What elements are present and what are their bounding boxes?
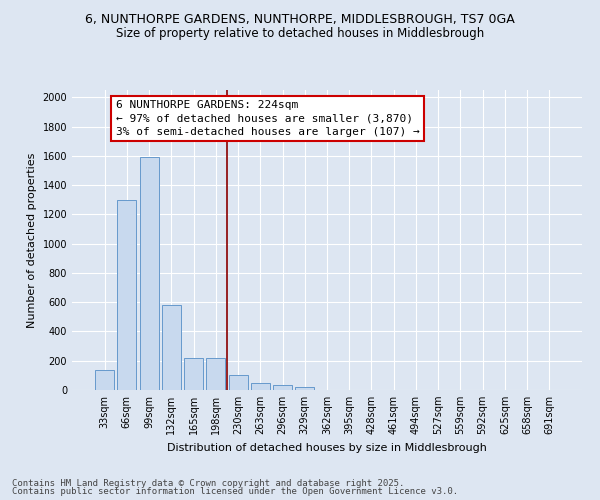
Bar [184,358,203,390]
Bar [95,370,114,390]
Bar [229,376,248,390]
Bar [140,158,158,390]
Text: 6 NUNTHORPE GARDENS: 224sqm
← 97% of detached houses are smaller (3,870)
3% of s: 6 NUNTHORPE GARDENS: 224sqm ← 97% of det… [116,100,419,136]
Bar [206,358,225,390]
Text: Contains HM Land Registry data © Crown copyright and database right 2025.: Contains HM Land Registry data © Crown c… [12,478,404,488]
Text: 6, NUNTHORPE GARDENS, NUNTHORPE, MIDDLESBROUGH, TS7 0GA: 6, NUNTHORPE GARDENS, NUNTHORPE, MIDDLES… [85,12,515,26]
Bar [273,385,292,390]
X-axis label: Distribution of detached houses by size in Middlesbrough: Distribution of detached houses by size … [167,442,487,452]
Text: Contains public sector information licensed under the Open Government Licence v3: Contains public sector information licen… [12,487,458,496]
Bar [162,305,181,390]
Bar [295,387,314,390]
Bar [118,200,136,390]
Text: Size of property relative to detached houses in Middlesbrough: Size of property relative to detached ho… [116,28,484,40]
Y-axis label: Number of detached properties: Number of detached properties [27,152,37,328]
Bar [251,382,270,390]
